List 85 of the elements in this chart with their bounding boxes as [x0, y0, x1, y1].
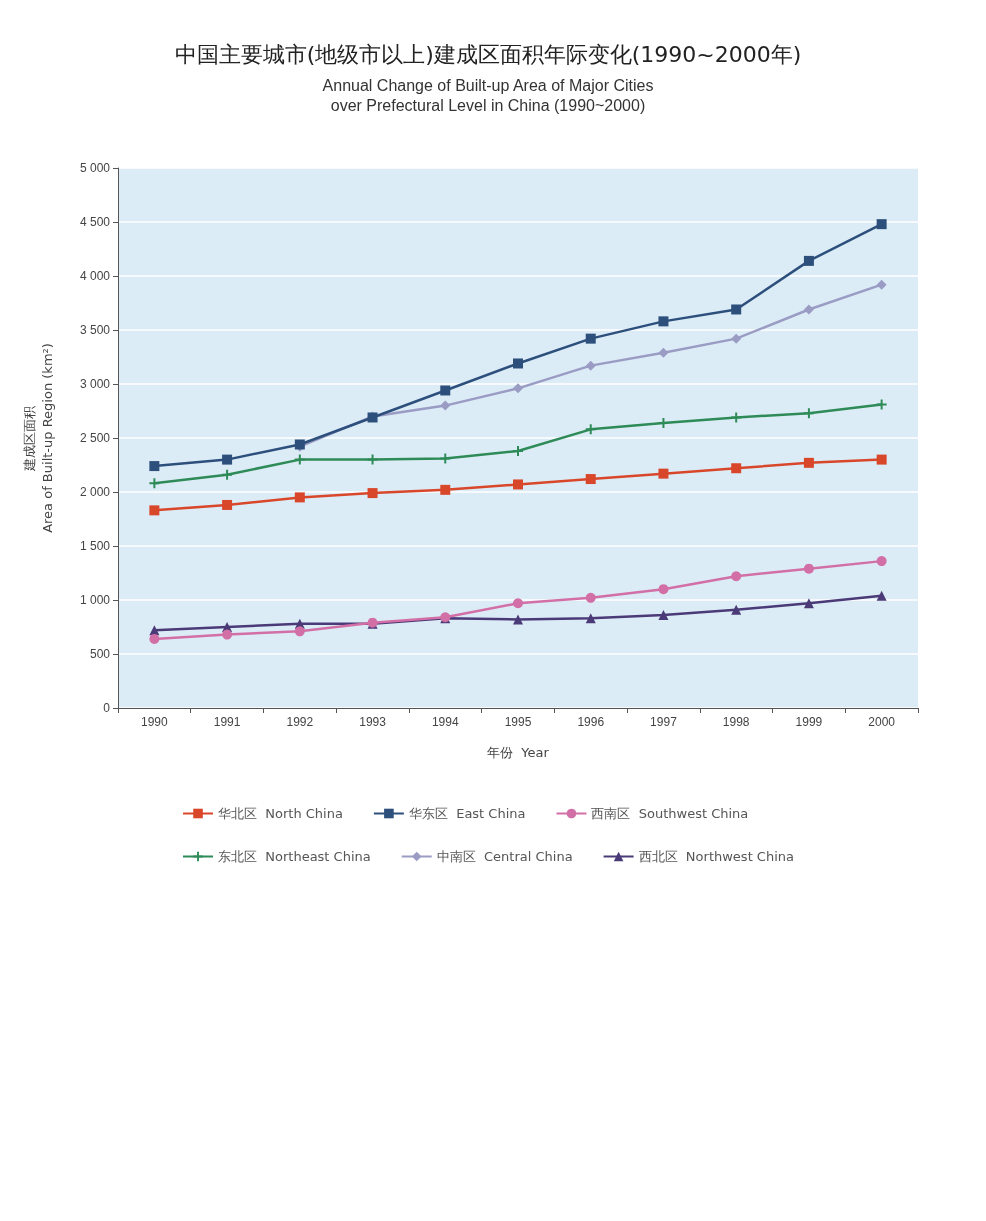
- point: [149, 633, 160, 644]
- point: [294, 492, 305, 503]
- point: [294, 626, 305, 637]
- y-tick-label: 4 500: [79, 215, 111, 229]
- point: [149, 461, 160, 472]
- point: [803, 563, 814, 574]
- point: [876, 219, 887, 230]
- legend-label: 中南区 Central China: [436, 849, 573, 864]
- point: [731, 571, 742, 582]
- point: [731, 412, 742, 423]
- point: [585, 592, 596, 603]
- point: [658, 584, 669, 595]
- point: [440, 453, 451, 464]
- point: [876, 279, 887, 290]
- point: [731, 604, 742, 615]
- x-tick-label: 1991: [213, 715, 241, 729]
- point: [222, 454, 233, 465]
- x-tick-label: 2000: [868, 715, 896, 729]
- y-tick-label: 1 000: [79, 593, 111, 607]
- x-tick-label: 1990: [141, 715, 169, 729]
- point: [440, 400, 451, 411]
- x-tick-label: 1992: [286, 715, 314, 729]
- point: [294, 454, 305, 465]
- y-tick-label: 4 000: [79, 269, 111, 283]
- x-tick-label: 1994: [431, 715, 459, 729]
- y-tick-label: 3 000: [79, 377, 111, 391]
- point: [513, 479, 523, 490]
- point: [440, 385, 451, 396]
- point: [658, 468, 669, 479]
- point: [731, 463, 742, 474]
- point: [803, 304, 814, 315]
- point: [149, 505, 160, 516]
- legend-label: 华北区 North China: [218, 806, 343, 821]
- point: [585, 424, 596, 435]
- x-tick-label: 1993: [359, 715, 387, 729]
- y-axis-title: 建成区面积 Area of Built-up Region (km²): [21, 343, 55, 533]
- y-tick-label: 500: [89, 647, 111, 661]
- legend-label: 东北区 Northeast China: [218, 849, 371, 864]
- point: [367, 454, 378, 465]
- legend-label: 西北区 Northwest China: [638, 849, 794, 864]
- point: [876, 399, 887, 410]
- point: [440, 484, 451, 495]
- y-tick-label: 5 000: [79, 161, 111, 175]
- point: [803, 598, 814, 609]
- point: [222, 629, 233, 640]
- point: [803, 255, 814, 266]
- point: [658, 610, 669, 621]
- point: [585, 333, 596, 344]
- point: [803, 457, 814, 468]
- point: [367, 488, 378, 499]
- point: [658, 417, 669, 428]
- point: [585, 613, 596, 624]
- point: [803, 408, 814, 419]
- point: [513, 445, 523, 456]
- x-axis-title: 年份 Year: [487, 745, 550, 760]
- y-tick-label: 2 500: [79, 431, 111, 445]
- point: [731, 333, 742, 344]
- point: [876, 590, 887, 601]
- legend-label: 华东区 East China: [408, 806, 526, 821]
- y-tick-label: 2 000: [79, 485, 111, 499]
- point: [513, 598, 523, 609]
- point: [658, 316, 669, 327]
- y-tick-label: 1 500: [79, 539, 111, 553]
- point: [585, 474, 596, 485]
- chart-subtitle: Annual Change of Built-up Area of Major Cities over Prefectural Level in China (1990~2000): [322, 76, 654, 114]
- point: [222, 499, 233, 510]
- point: [222, 469, 233, 480]
- point: [513, 383, 523, 394]
- y-tick-label: 3 500: [79, 323, 111, 337]
- legend-label: 西南区 Southwest China: [591, 806, 749, 821]
- point: [876, 556, 887, 567]
- x-tick-label: 1999: [795, 715, 823, 729]
- point: [513, 358, 523, 369]
- point: [876, 454, 887, 465]
- x-tick-label: 1998: [722, 715, 750, 729]
- x-tick-label: 1995: [504, 715, 532, 729]
- x-tick-label: 1997: [650, 715, 678, 729]
- point: [658, 347, 669, 358]
- x-tick-label: 1996: [577, 715, 605, 729]
- point: [585, 360, 596, 371]
- chart-title: 中国主要城市(地级市以上)建成区面积年际变化(1990~2000年): [174, 41, 802, 67]
- point: [513, 614, 523, 625]
- point: [149, 478, 160, 489]
- y-tick-label: 0: [103, 701, 111, 715]
- point: [731, 304, 742, 315]
